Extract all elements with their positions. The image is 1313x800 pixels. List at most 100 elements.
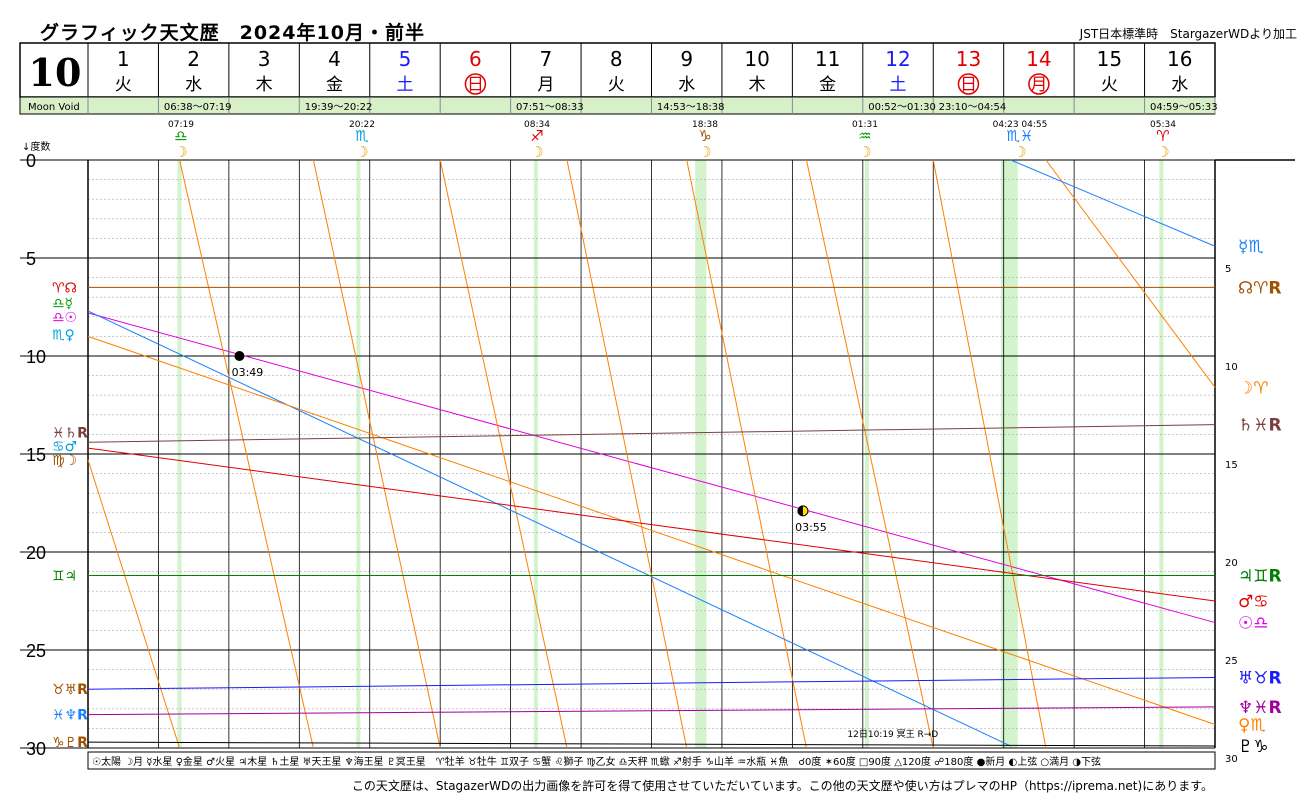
series-line-☿水星 [87, 310, 1011, 747]
day-weekday: 木 [256, 75, 273, 95]
y-tick-label: 0 [26, 151, 36, 171]
month-number: 10 [29, 50, 82, 95]
day-weekday: 火 [608, 75, 625, 95]
day-number: 4 [328, 47, 341, 71]
ingress-moon-glyph: ☽ [1013, 143, 1026, 161]
day-weekday: 日 [467, 75, 484, 95]
right-planet-label: ☿♏ [1238, 237, 1264, 257]
y-tick-label: 30 [26, 739, 46, 759]
day-weekday: 水 [185, 75, 202, 95]
series-line-☽月 [87, 459, 181, 749]
ingress-sign: ♏ [355, 127, 369, 145]
series-line-☉太陽 [87, 312, 1216, 624]
ingress-moon-glyph: ☽ [858, 143, 871, 161]
left-planet-label: ♑♇R [52, 735, 88, 751]
day-weekday: 金 [326, 75, 343, 95]
new-moon-marker [234, 351, 245, 361]
moon-void-time: 14:53〜18:38 [657, 102, 725, 113]
series-line-☽月 [686, 159, 807, 749]
day-weekday: 日 [960, 75, 977, 95]
holiday-circle [957, 73, 980, 95]
day-weekday: 金 [819, 75, 836, 95]
day-weekday: 土 [890, 75, 907, 95]
series-line-♄土星 [87, 424, 1216, 443]
holiday-circle [464, 73, 487, 95]
page-title: グラフィック天文歴 2024年10月・前半 [40, 22, 425, 44]
moon-void-time: 23:10〜04:54 [939, 102, 1007, 113]
day-number: 12 [885, 47, 910, 71]
right-planet-label: ♇♑ [1238, 737, 1268, 757]
ingress-time: 04:23 04:55 [993, 120, 1048, 130]
right-planet-label: ♆♓R [1238, 698, 1282, 718]
series-line-☽月 [179, 159, 314, 749]
ingress-time: 18:38 [692, 120, 718, 130]
series-line-☽月 [312, 159, 441, 749]
ingress-sign: ♐ [530, 127, 543, 145]
right-planet-label: ♃♊R [1238, 567, 1282, 587]
day-number: 10 [744, 47, 769, 71]
day-weekday: 木 [749, 75, 766, 95]
ingress-sign: ♒ [858, 127, 871, 145]
ingress-moon-glyph: ☽ [698, 143, 711, 161]
left-planet-label: ♈☊ [52, 280, 77, 296]
left-planet-label: ♋♂ [52, 439, 77, 455]
day-number: 5 [399, 47, 412, 71]
moon-void-time: 07:51〜08:33 [516, 102, 584, 113]
day-number: 14 [1026, 47, 1051, 71]
day-weekday: 火 [1101, 75, 1118, 95]
day-number: 6 [469, 47, 482, 71]
right-tick-label: 25 [1225, 656, 1238, 667]
ingress-time: 20:22 [349, 120, 375, 130]
day-number: 1 [117, 47, 130, 71]
first-quarter-shade [797, 505, 803, 516]
moon-void-time: 00:52〜01:30 [868, 102, 936, 113]
credit-text: JST日本標準時 StargazerWDより加工 [1079, 27, 1297, 41]
ingress-time: 08:34 [524, 120, 550, 130]
day-weekday: 月 [1030, 75, 1047, 95]
moon-void-label: Moon Void [28, 102, 80, 113]
left-planet-label: ♓♆R [52, 708, 88, 724]
ingress-sign: ♏♓ [1007, 127, 1034, 145]
left-planet-label: ♊♃ [52, 569, 77, 585]
series-line-♇冥王星 [87, 741, 1216, 747]
series-line-☽月 [439, 159, 568, 749]
right-tick-label: 30 [1225, 754, 1238, 765]
ingress-sign: ♑ [698, 127, 711, 145]
y-tick-label: 15 [26, 445, 46, 465]
footer-note: この天文歴は、StagazerWDの出力画像を許可を得て使用させていただいていま… [351, 779, 1213, 793]
day-weekday: 土 [396, 75, 413, 95]
series-line-♅天王星 [87, 676, 1216, 690]
ingress-sign: ♈ [1156, 127, 1169, 145]
right-tick-label: 10 [1225, 362, 1238, 373]
right-planet-label: ♂♋ [1238, 592, 1268, 612]
day-number: 16 [1167, 47, 1192, 71]
y-axis-title: ↓度数 [22, 140, 50, 153]
ingress-moon-glyph: ☽ [1156, 143, 1169, 161]
day-number: 9 [680, 47, 693, 71]
right-planet-label: ♅♉R [1238, 668, 1282, 688]
station-note: 12日10:19 冥王 R→D [847, 729, 938, 740]
right-tick-label: 15 [1225, 460, 1238, 471]
series-line-☽月 [932, 159, 1047, 749]
moon-void-time: 06:38〜07:19 [164, 102, 232, 113]
ingress-moon-glyph: ☽ [355, 143, 368, 161]
series-line-☽月 [805, 159, 934, 749]
day-number: 11 [815, 47, 840, 71]
phase-time: 03:55 [795, 521, 827, 534]
calendar-header [19, 42, 1216, 98]
day-number: 2 [187, 47, 200, 71]
left-planet-label: ♎☉ [52, 310, 77, 326]
y-tick-label: 20 [26, 543, 46, 563]
left-planet-label: ♏♀ [52, 327, 75, 343]
left-planet-label: ♓♄R [52, 425, 88, 441]
series-line-☿水星 [1010, 159, 1216, 247]
y-tick-label: 25 [26, 641, 46, 661]
right-planet-label: ☉♎ [1238, 614, 1268, 634]
right-tick-label: 20 [1225, 558, 1238, 569]
y-tick-label: 10 [26, 347, 46, 367]
right-planet-label: ♄♓R [1238, 416, 1282, 436]
y-tick-label: 5 [26, 249, 36, 269]
moon-void-time: 19:39〜20:22 [305, 102, 373, 113]
ingress-sign: ♎ [174, 127, 187, 145]
